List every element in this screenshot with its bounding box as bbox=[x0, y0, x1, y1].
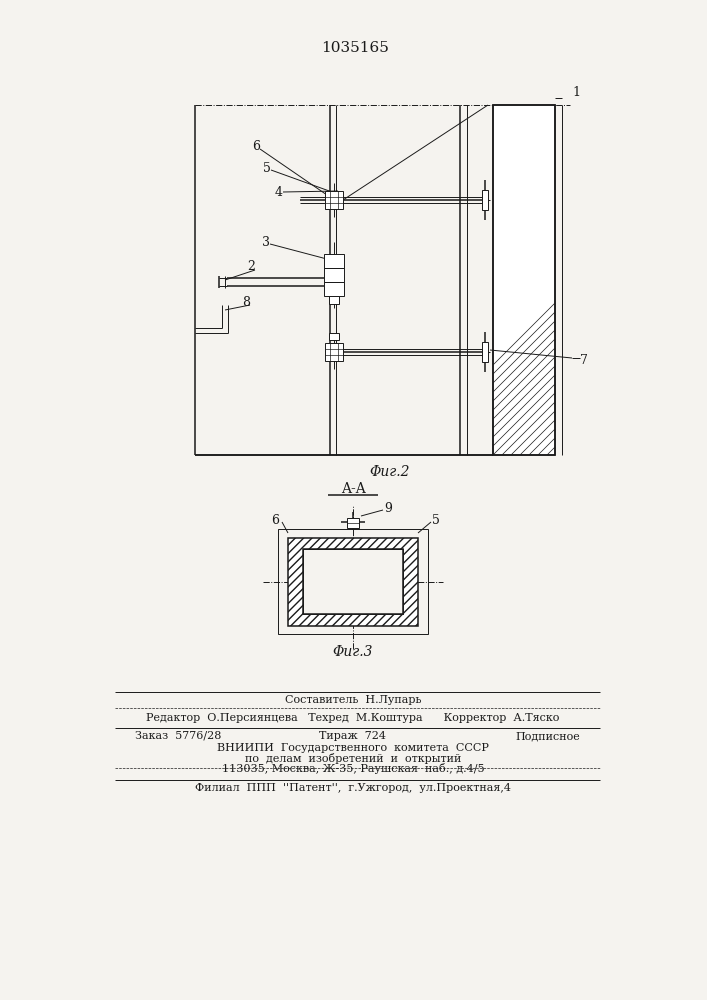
Text: 6: 6 bbox=[252, 140, 260, 153]
Bar bbox=[303, 549, 403, 614]
Text: Филиал  ППП  ''Патент'',  г.Ужгород,  ул.Проектная,4: Филиал ППП ''Патент'', г.Ужгород, ул.Про… bbox=[195, 783, 511, 793]
Text: по  делам  изобретений  и  открытий: по делам изобретений и открытий bbox=[245, 752, 461, 764]
Text: 1: 1 bbox=[572, 87, 580, 100]
Text: Тираж  724: Тираж 724 bbox=[320, 731, 387, 741]
Text: 3: 3 bbox=[262, 235, 270, 248]
Bar bbox=[347, 518, 359, 528]
Text: Редактор  О.Персиянцева   Техред  М.Коштура      Корректор  А.Тяско: Редактор О.Персиянцева Техред М.Коштура … bbox=[146, 713, 560, 723]
Bar bbox=[324, 254, 344, 268]
Bar bbox=[324, 282, 344, 296]
Bar bbox=[493, 105, 555, 455]
Bar bbox=[278, 529, 428, 634]
Text: Подписное: Подписное bbox=[515, 731, 580, 741]
Text: 8: 8 bbox=[242, 296, 250, 310]
Text: ВНИИПИ  Государственного  комитета  СССР: ВНИИПИ Государственного комитета СССР bbox=[217, 743, 489, 753]
Bar bbox=[325, 191, 343, 209]
Text: 5: 5 bbox=[263, 161, 271, 174]
Text: Φиг.3: Φиг.3 bbox=[333, 645, 373, 659]
Bar bbox=[303, 549, 403, 614]
Text: 1035165: 1035165 bbox=[321, 41, 389, 55]
Text: 113035, Москва, Ж-35, Раушская  наб., д.4/5: 113035, Москва, Ж-35, Раушская наб., д.4… bbox=[222, 762, 484, 774]
Text: A-A: A-A bbox=[341, 482, 366, 496]
Text: Φиг.2: Φиг.2 bbox=[370, 465, 410, 479]
Bar bbox=[482, 342, 488, 362]
Bar bbox=[482, 190, 488, 210]
Bar bbox=[324, 268, 344, 282]
Bar bbox=[329, 296, 339, 304]
Bar bbox=[288, 538, 418, 626]
Text: 4: 4 bbox=[275, 186, 283, 198]
Text: 6: 6 bbox=[271, 514, 279, 526]
Bar bbox=[329, 333, 339, 340]
Bar bbox=[325, 343, 343, 361]
Bar bbox=[493, 105, 555, 455]
Text: Составитель  Н.Лупарь: Составитель Н.Лупарь bbox=[285, 695, 421, 705]
Text: 7: 7 bbox=[580, 354, 588, 366]
Text: 5: 5 bbox=[432, 514, 440, 526]
Text: 2: 2 bbox=[247, 260, 255, 273]
Text: Заказ  5776/28: Заказ 5776/28 bbox=[135, 731, 221, 741]
Text: 9: 9 bbox=[384, 502, 392, 514]
